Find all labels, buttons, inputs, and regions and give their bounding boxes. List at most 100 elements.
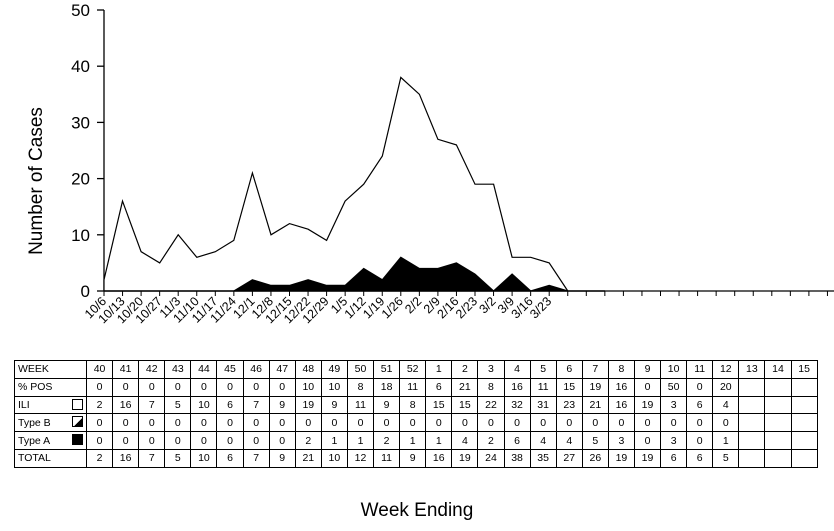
row-label: TOTAL xyxy=(14,448,87,468)
row-label: Type A xyxy=(14,431,87,450)
table-cell: 23 xyxy=(555,395,583,415)
y-tick-label: 30 xyxy=(71,113,90,132)
table-cell: 0 xyxy=(216,431,244,450)
table-cell: 0 xyxy=(555,413,583,433)
table-cell: 16 xyxy=(607,395,635,415)
table-cell: 41 xyxy=(112,360,140,379)
table-cell: 0 xyxy=(242,431,270,450)
table-cell: 1 xyxy=(425,360,453,379)
x-axis-title: Week Ending xyxy=(360,500,474,521)
table-cell: 8 xyxy=(399,395,427,415)
y-tick-label: 40 xyxy=(71,57,90,76)
table-cell: 21 xyxy=(451,377,479,397)
table-cell: 43 xyxy=(164,360,192,379)
table-cell xyxy=(738,413,766,433)
table-cell: 24 xyxy=(477,448,505,468)
table-cell: 10 xyxy=(320,448,348,468)
table-cell: 52 xyxy=(399,360,427,379)
table-cell: 3 xyxy=(477,360,505,379)
y-tick-label: 10 xyxy=(71,226,90,245)
table-cell: 0 xyxy=(373,413,401,433)
table-cell: 12 xyxy=(712,360,740,379)
table-cell xyxy=(764,431,792,450)
table-cell: 2 xyxy=(451,360,479,379)
table-cell: 11 xyxy=(529,377,557,397)
table-cell: 0 xyxy=(607,413,635,433)
table-cell: 4 xyxy=(529,431,557,450)
table-cell xyxy=(738,448,766,468)
table-cell: 3 xyxy=(660,395,688,415)
table-cell: 0 xyxy=(85,377,114,397)
table-cell: 0 xyxy=(242,377,270,397)
table-cell: 11 xyxy=(399,377,427,397)
table-cell: 9 xyxy=(320,395,348,415)
table-cell: 1 xyxy=(712,431,740,450)
table-cell: 1 xyxy=(425,431,453,450)
table-cell: 0 xyxy=(85,413,114,433)
x-tick-label: 1/26 xyxy=(379,294,406,321)
x-axis: 10/610/1310/2010/2711/311/1011/1711/2412… xyxy=(82,290,834,326)
table-cell: 19 xyxy=(607,448,635,468)
table-cell: 49 xyxy=(320,360,348,379)
table-cell: 50 xyxy=(346,360,375,379)
x-tick-label: 2/23 xyxy=(453,294,480,321)
table-cell: 51 xyxy=(373,360,401,379)
row-label: WEEK xyxy=(14,360,87,379)
table-cell: 11 xyxy=(373,448,401,468)
table-cell: 2 xyxy=(373,431,401,450)
table-cell: 8 xyxy=(607,360,635,379)
table-cell: 0 xyxy=(451,413,479,433)
table-cell: 0 xyxy=(346,413,375,433)
table-cell: 5 xyxy=(529,360,557,379)
table-cell: 9 xyxy=(373,395,401,415)
table-cell: 16 xyxy=(112,395,140,415)
table-cell xyxy=(790,413,818,433)
table-cell: 27 xyxy=(555,448,583,468)
row-label-text: % POS xyxy=(18,381,53,394)
x-tick-label: 3/23 xyxy=(527,294,554,321)
row-label-text: Type A xyxy=(18,434,51,447)
table-cell: 0 xyxy=(268,377,296,397)
table-cell: 4 xyxy=(712,395,740,415)
table-cell: 16 xyxy=(503,377,531,397)
y-tick-label: 0 xyxy=(81,282,90,301)
table-cell: 1 xyxy=(320,431,348,450)
y-tick-label: 50 xyxy=(71,1,90,20)
table-cell xyxy=(790,377,818,397)
table-cell xyxy=(738,431,766,450)
table-cell: 47 xyxy=(268,360,296,379)
table-cell: 8 xyxy=(477,377,505,397)
table-cell: 3 xyxy=(607,431,635,450)
table-cell: 0 xyxy=(660,413,688,433)
table-cell: 19 xyxy=(294,395,322,415)
table-cell: 20 xyxy=(712,377,740,397)
table-cell: 0 xyxy=(686,431,714,450)
table-cell: 6 xyxy=(216,448,244,468)
table-cell: 0 xyxy=(268,413,296,433)
table-cell: 38 xyxy=(503,448,531,468)
table-cell: 0 xyxy=(320,413,348,433)
row-label-text: ILI xyxy=(18,398,30,411)
table-cell: 32 xyxy=(503,395,531,415)
table-cell: 0 xyxy=(633,377,662,397)
plot-area xyxy=(103,76,605,292)
table-cell: 19 xyxy=(633,395,662,415)
table-cell: 16 xyxy=(607,377,635,397)
table-cell: 0 xyxy=(477,413,505,433)
table-cell: 0 xyxy=(112,431,140,450)
table-cell: 19 xyxy=(581,377,609,397)
table-cell: 7 xyxy=(581,360,609,379)
table-cell: 31 xyxy=(529,395,557,415)
table-row: ILI 2 16 7 5 10 6 7 9 19 9 11 9 8 15 15 22 32 31 23 21 16 19 3 6… xyxy=(14,395,818,415)
table-cell: 15 xyxy=(555,377,583,397)
table-cell: 50 xyxy=(660,377,688,397)
table-cell: 9 xyxy=(268,395,296,415)
table-cell: 19 xyxy=(633,448,662,468)
table-row: % POS 0 0 0 0 0 0 0 0 10 10 8 18 11 6 21 8 16 11 15 19 16 0 50 0… xyxy=(14,377,818,397)
table-cell: 9 xyxy=(633,360,662,379)
table-cell: 15 xyxy=(451,395,479,415)
table-cell: 16 xyxy=(425,448,453,468)
row-label: Type B xyxy=(14,413,87,433)
